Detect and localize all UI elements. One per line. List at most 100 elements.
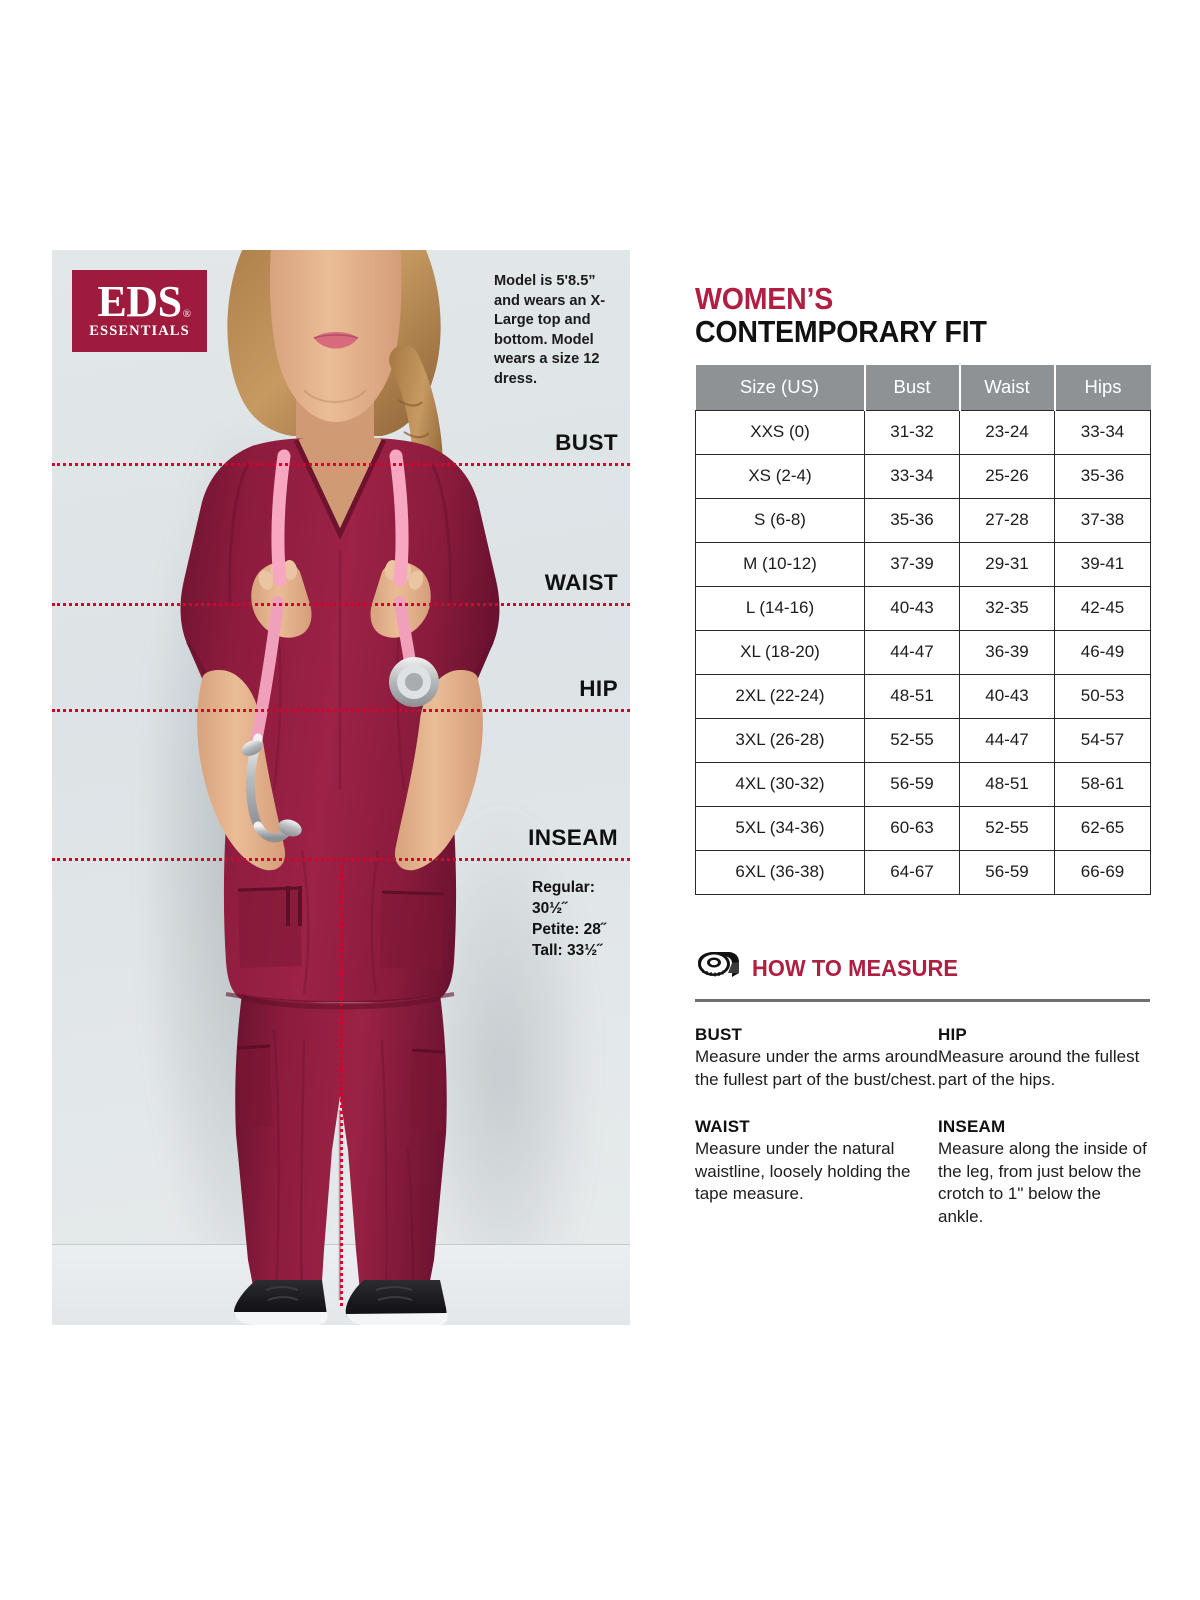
logo-eds-label: EDS [97, 276, 182, 326]
cell-size: L (14-16) [695, 586, 865, 631]
cell-hips: 33-34 [1054, 410, 1151, 455]
hip-marker-label: HIP [579, 676, 618, 701]
measure-item-title: WAIST [695, 1117, 750, 1137]
table-row: M (10-12) 37-39 29-31 39-41 [695, 542, 1151, 587]
cell-size: S (6-8) [695, 498, 865, 543]
size-table: Size (US) Bust Waist Hips XXS (0) 31-32 … [695, 365, 1151, 895]
measure-item-hip: HIP Measure around the fullest part of t… [938, 1025, 1150, 1091]
inseam-marker-label: INSEAM [528, 825, 618, 850]
how-to-measure-heading: HOW TO MEASURE [752, 955, 959, 981]
cell-waist: 23-24 [959, 410, 1055, 455]
measure-item-text: Measure along the inside of the leg, fro… [938, 1139, 1147, 1227]
table-row: XXS (0) 31-32 23-24 33-34 [695, 410, 1151, 455]
size-table-header-row: Size (US) Bust Waist Hips [695, 365, 1151, 411]
cell-hips: 66-69 [1054, 850, 1151, 895]
measure-item-text: Measure around the fullest part of the h… [938, 1047, 1140, 1089]
inseam-petite: Petite: 28˝ [532, 921, 607, 939]
how-to-measure-header: HOW TO MEASURE [695, 951, 1150, 986]
cell-size: XL (18-20) [695, 630, 865, 675]
model-description-note: Model is 5'8.5” and wears an X-Large top… [494, 273, 606, 387]
measure-item-waist: WAIST Measure under the natural waistlin… [695, 1117, 938, 1228]
cell-size: M (10-12) [695, 542, 865, 587]
cell-waist: 32-35 [959, 586, 1055, 631]
cell-waist: 25-26 [959, 454, 1055, 499]
cell-hips: 35-36 [1054, 454, 1151, 499]
logo-registered-mark: ® [182, 308, 191, 321]
waist-marker-label: WAIST [544, 570, 618, 595]
cell-bust: 48-51 [864, 674, 960, 719]
cell-size: 6XL (36-38) [695, 850, 865, 895]
cell-hips: 39-41 [1054, 542, 1151, 587]
cell-hips: 46-49 [1054, 630, 1151, 675]
table-row: S (6-8) 35-36 27-28 37-38 [695, 498, 1151, 543]
model-figure-illustration [180, 250, 500, 1325]
size-chart-content: WOMEN’S CONTEMPORARY FIT Size (US) Bust … [695, 283, 1151, 1229]
cell-bust: 60-63 [864, 806, 960, 851]
table-row: XS (2-4) 33-34 25-26 35-36 [695, 454, 1151, 499]
cell-bust: 40-43 [864, 586, 960, 631]
bust-marker-label: BUST [555, 430, 618, 455]
cell-waist: 52-55 [959, 806, 1055, 851]
cell-bust: 33-34 [864, 454, 960, 499]
table-row: 6XL (36-38) 64-67 56-59 66-69 [695, 850, 1151, 895]
measure-item-inseam: INSEAM Measure along the inside of the l… [938, 1117, 1150, 1228]
column-header-hips: Hips [1054, 365, 1151, 411]
cell-waist: 56-59 [959, 850, 1055, 895]
cell-hips: 54-57 [1054, 718, 1151, 763]
cell-waist: 27-28 [959, 498, 1055, 543]
cell-bust: 56-59 [864, 762, 960, 807]
column-header-waist: Waist [959, 365, 1056, 411]
title-line-contemporary-fit: CONTEMPORARY FIT [695, 314, 987, 349]
measure-item-title: HIP [938, 1025, 967, 1044]
measure-item-title: BUST [695, 1025, 743, 1044]
hip-guide-line [52, 709, 630, 712]
title-line-womens: WOMEN’S [695, 281, 834, 316]
measure-item-title: INSEAM [938, 1117, 1006, 1137]
tape-measure-icon [695, 951, 741, 986]
waist-guide-line [52, 603, 630, 606]
cell-size: XS (2-4) [695, 454, 865, 499]
bust-guide-line [52, 463, 630, 466]
measure-item-bust: BUST Measure under the arms around the f… [695, 1025, 938, 1091]
cell-size: 2XL (22-24) [695, 674, 865, 719]
cell-bust: 31-32 [864, 410, 960, 455]
logo-essentials-label: ESSENTIALS [89, 323, 190, 340]
cell-bust: 52-55 [864, 718, 960, 763]
column-header-bust: Bust [864, 365, 961, 411]
cell-size: 5XL (34-36) [695, 806, 865, 851]
logo-eds-text: EDS ® [97, 279, 191, 323]
cell-hips: 58-61 [1054, 762, 1151, 807]
table-row: 2XL (22-24) 48-51 40-43 50-53 [695, 674, 1151, 719]
how-to-measure-section: HOW TO MEASURE BUST Measure under the ar… [695, 951, 1150, 1229]
column-header-size: Size (US) [695, 365, 866, 411]
measure-item-text: Measure under the arms around the fulles… [695, 1047, 938, 1089]
cell-waist: 29-31 [959, 542, 1055, 587]
cell-hips: 50-53 [1054, 674, 1151, 719]
table-row: 5XL (34-36) 60-63 52-55 62-65 [695, 806, 1151, 851]
eds-essentials-logo: EDS ® ESSENTIALS [72, 270, 207, 352]
cell-size: 4XL (30-32) [695, 762, 865, 807]
inseam-options: Regular: 30½˝ Petite: 28˝ Tall: 33½˝ [532, 877, 630, 961]
cell-size: 3XL (26-28) [695, 718, 865, 763]
cell-size: XXS (0) [695, 410, 865, 455]
table-row: XL (18-20) 44-47 36-39 46-49 [695, 630, 1151, 675]
inseam-vertical-guide-line [340, 858, 343, 1306]
cell-hips: 62-65 [1054, 806, 1151, 851]
cell-bust: 44-47 [864, 630, 960, 675]
cell-waist: 48-51 [959, 762, 1055, 807]
inseam-regular: Regular: 30½˝ [532, 879, 595, 918]
cell-bust: 35-36 [864, 498, 960, 543]
cell-waist: 40-43 [959, 674, 1055, 719]
table-row: 4XL (30-32) 56-59 48-51 58-61 [695, 762, 1151, 807]
model-photo-panel: EDS ® ESSENTIALS Model is 5'8.5” and wear… [52, 250, 630, 1325]
cell-hips: 42-45 [1054, 586, 1151, 631]
table-row: 3XL (26-28) 52-55 44-47 54-57 [695, 718, 1151, 763]
cell-waist: 44-47 [959, 718, 1055, 763]
cell-waist: 36-39 [959, 630, 1055, 675]
page-title: WOMEN’S CONTEMPORARY FIT [695, 283, 1150, 347]
measure-item-text: Measure under the natural waistline, loo… [695, 1139, 911, 1204]
cell-bust: 64-67 [864, 850, 960, 895]
inseam-tall: Tall: 33½˝ [532, 942, 603, 960]
how-to-measure-grid: BUST Measure under the arms around the f… [695, 1025, 1150, 1229]
